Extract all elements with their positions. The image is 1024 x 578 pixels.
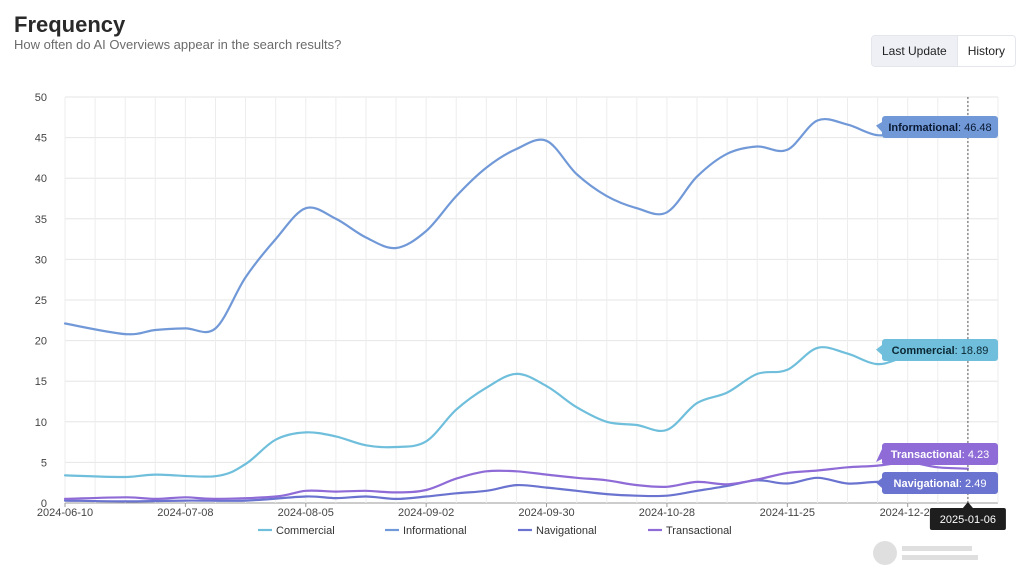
- tooltip-informational: Informational: 46.48: [876, 116, 998, 138]
- tooltip-separator: :: [962, 449, 968, 461]
- y-tick-label: 15: [35, 376, 47, 388]
- x-tick-label: 2024-06-10: [37, 507, 93, 519]
- tooltip-separator: :: [959, 478, 965, 490]
- chart-subtitle: How often do AI Overviews appear in the …: [14, 37, 342, 52]
- x-tick-label: 2024-12-23: [880, 507, 936, 519]
- hover-date-label: 2025-01-06: [929, 502, 1006, 530]
- y-tick-label: 20: [35, 336, 47, 348]
- series-line-navigational: [63, 476, 969, 503]
- series-line-commercial: [63, 346, 969, 479]
- y-tick-label: 45: [35, 133, 47, 145]
- tooltip-series-label: Commercial: [892, 345, 955, 357]
- tooltip-pointer: [876, 122, 882, 132]
- history-button[interactable]: History: [956, 36, 1016, 66]
- tooltip-pointer: [876, 478, 882, 488]
- y-tick-label: 0: [41, 498, 47, 510]
- x-tick-label: 2024-09-30: [518, 507, 574, 519]
- x-tick-label: 2024-08-05: [278, 507, 334, 519]
- tooltip-transactional: Transactional: 4.23: [876, 443, 998, 465]
- tooltip-pointer: [876, 345, 882, 355]
- date-label-box: [929, 508, 1006, 530]
- tooltip-pointer: [876, 449, 882, 462]
- y-tick-label: 25: [35, 295, 47, 307]
- tooltip-separator: :: [958, 122, 964, 134]
- date-label-pointer: [962, 502, 973, 508]
- series-line-transactional: [63, 461, 969, 501]
- x-tick-label: 2024-07-08: [157, 507, 213, 519]
- tooltip-value: 4.23: [968, 449, 989, 461]
- tooltip-box: [882, 443, 998, 465]
- legend-label: Transactional: [666, 525, 732, 537]
- tooltip-box: [882, 116, 998, 138]
- tooltip-series-label: Informational: [888, 122, 958, 134]
- legend-item-transactional[interactable]: Transactional: [648, 525, 732, 537]
- series-line-informational: [63, 117, 969, 336]
- y-tick-label: 35: [35, 214, 47, 226]
- tooltip-box: [882, 472, 998, 494]
- date-label-text: 2025-01-06: [940, 514, 996, 526]
- view-toggle: Last Update History: [871, 35, 1017, 67]
- tooltip-text: Informational: 46.48: [888, 122, 991, 134]
- legend-item-informational[interactable]: Informational: [385, 525, 467, 537]
- y-tick-label: 30: [35, 254, 47, 266]
- y-tick-label: 5: [41, 457, 47, 469]
- tooltip-commercial: Commercial: 18.89: [876, 339, 998, 361]
- legend-label: Navigational: [536, 525, 597, 537]
- legend-item-commercial[interactable]: Commercial: [258, 525, 335, 537]
- tooltip-text: Navigational: 2.49: [894, 478, 987, 490]
- y-tick-label: 40: [35, 173, 47, 185]
- watermark-logo: [873, 541, 978, 565]
- x-tick-label: 2024-11-25: [760, 507, 815, 519]
- x-tick-label: 2024-09-02: [398, 507, 454, 519]
- tooltip-series-label: Transactional: [891, 449, 962, 461]
- tooltip-box: [882, 339, 998, 361]
- legend-label: Commercial: [276, 525, 335, 537]
- tooltip-value: 18.89: [961, 345, 989, 357]
- last-update-button[interactable]: Last Update: [872, 36, 957, 66]
- tooltip-value: 2.49: [965, 478, 986, 490]
- x-tick-label: 2024-10-28: [639, 507, 695, 519]
- tooltip-text: Commercial: 18.89: [892, 345, 989, 357]
- tooltip-text: Transactional: 4.23: [891, 449, 989, 461]
- tooltip-series-label: Navigational: [894, 478, 959, 490]
- chart-title: Frequency: [14, 12, 126, 37]
- tooltip-separator: :: [955, 345, 961, 357]
- tooltip-value: 46.48: [964, 122, 992, 134]
- y-tick-label: 10: [35, 417, 47, 429]
- y-tick-label: 50: [35, 92, 47, 104]
- legend-item-navigational[interactable]: Navigational: [518, 525, 597, 537]
- legend-label: Informational: [403, 525, 467, 537]
- tooltip-navigational: Navigational: 2.49: [876, 472, 998, 494]
